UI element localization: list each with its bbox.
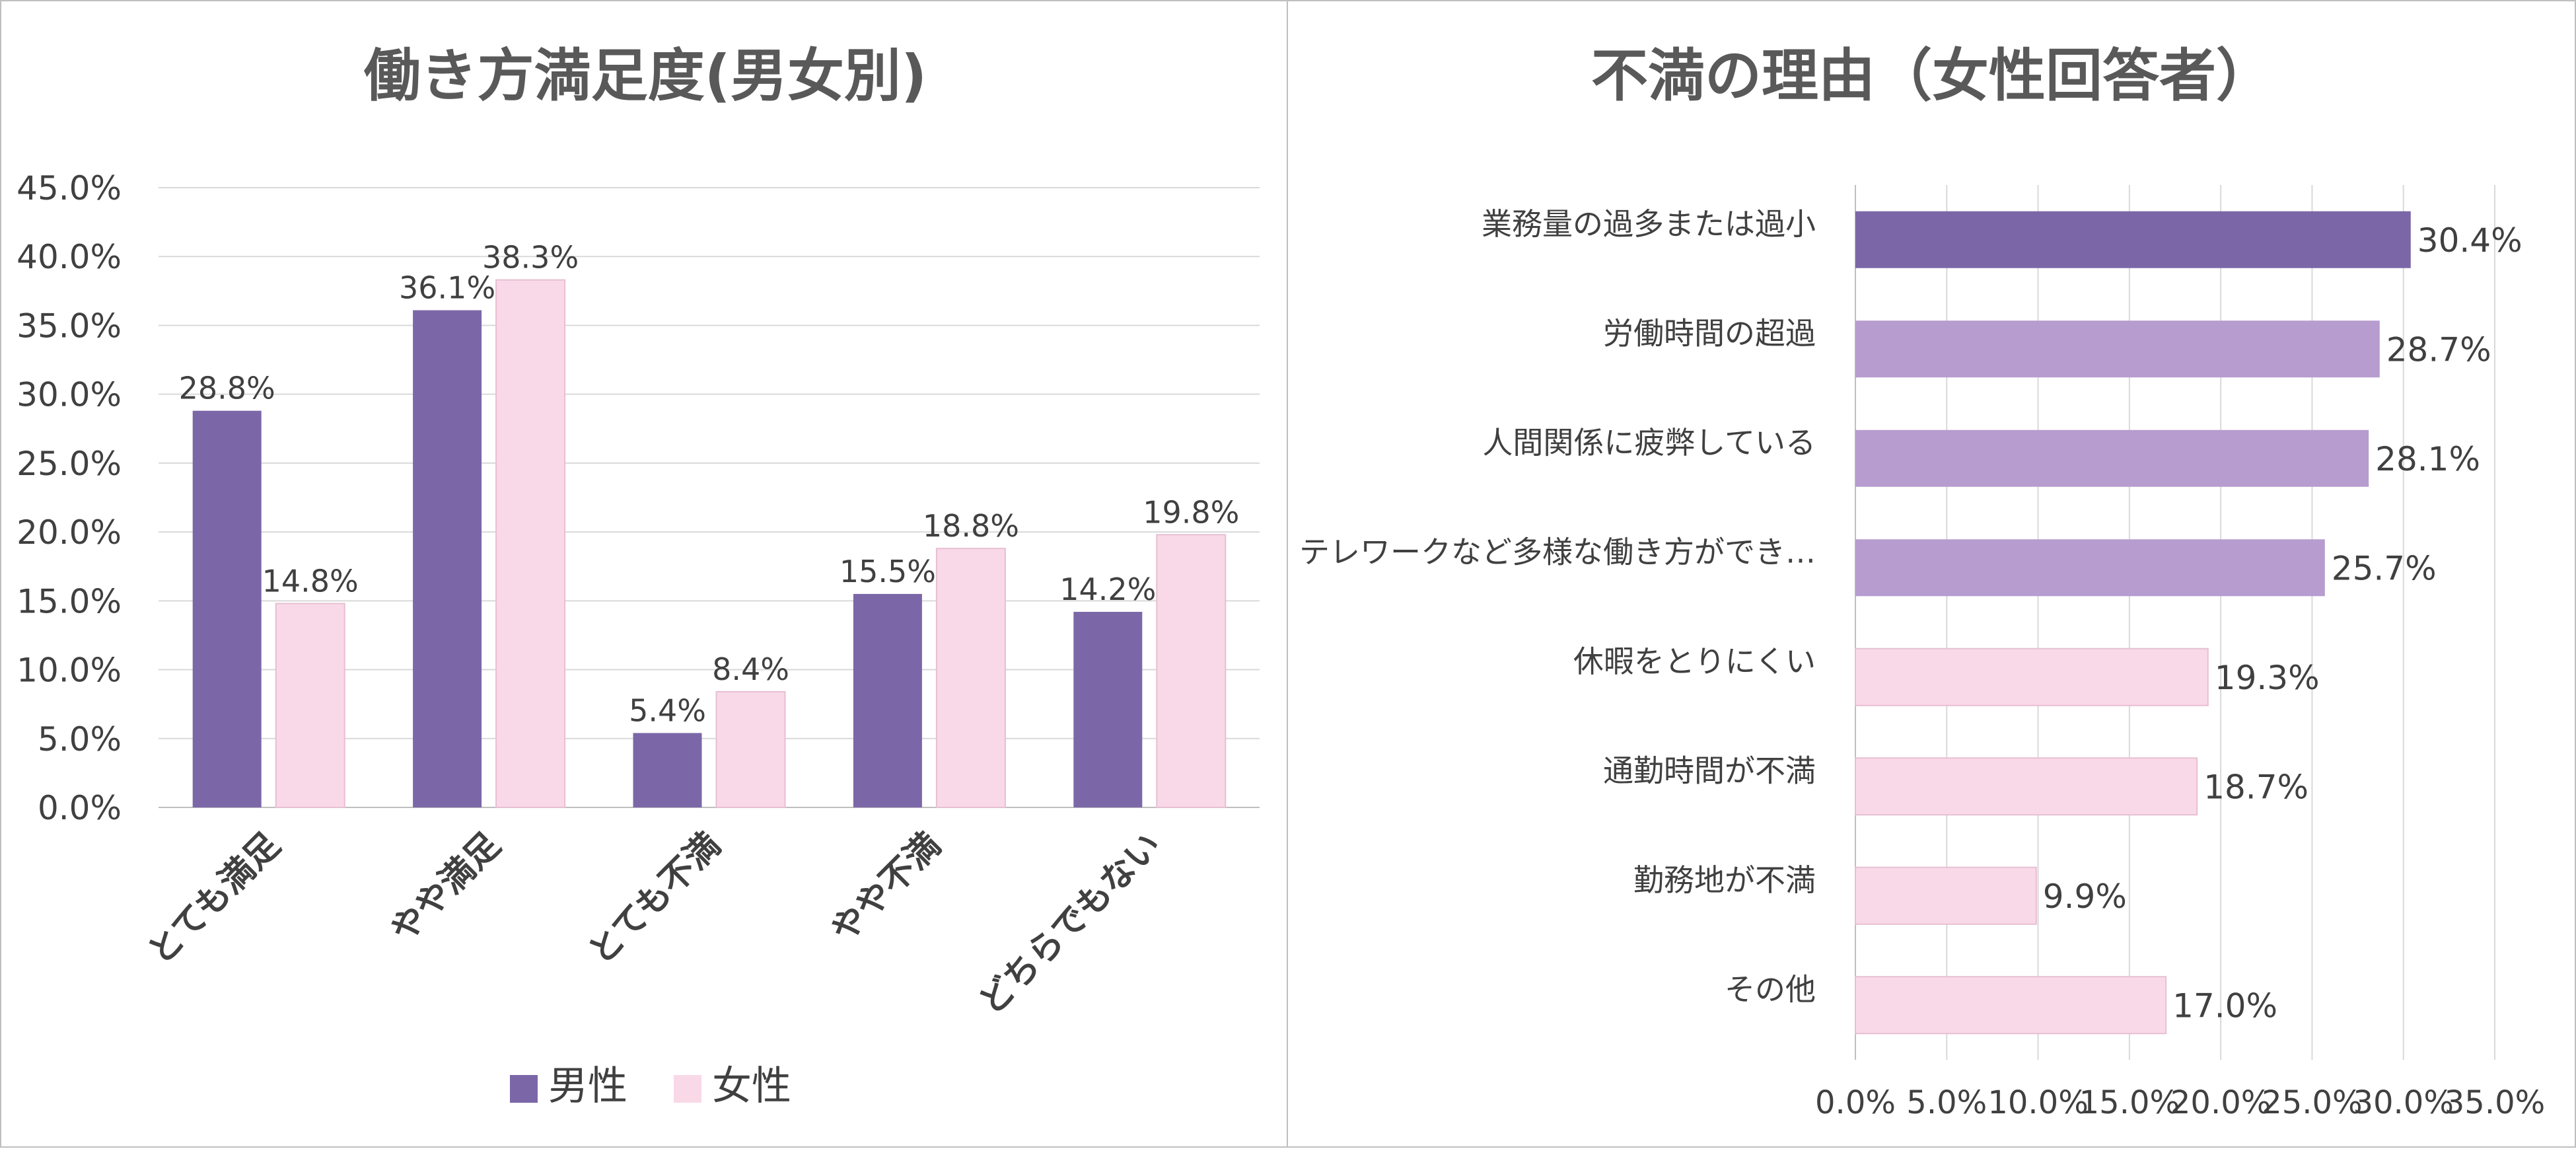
data-label: 14.2%: [1059, 572, 1156, 607]
x-tick-label: 5.0%: [1906, 1084, 1987, 1121]
bar-female-4: [1156, 534, 1227, 809]
category-label: 労働時間の超過: [1603, 315, 1816, 351]
y-tick-label: 30.0%: [17, 376, 122, 414]
data-label: 28.8%: [179, 371, 275, 406]
x-tick-label: 25.0%: [2262, 1084, 2362, 1121]
y-tick-label: 35.0%: [17, 307, 122, 345]
y-tick-label: 5.0%: [38, 720, 122, 759]
data-label: 18.7%: [2203, 768, 2308, 806]
y-tick-label: 25.0%: [17, 445, 122, 483]
bar-male-3: [853, 593, 922, 807]
y-tick-label: 45.0%: [17, 169, 122, 207]
data-label: 17.0%: [2172, 986, 2277, 1025]
category-label: とても不満: [581, 825, 728, 973]
data-label: 8.4%: [712, 651, 789, 687]
x-tick-label: 35.0%: [2445, 1084, 2545, 1121]
y-tick-label: 0.0%: [38, 789, 122, 827]
data-label: 18.8%: [923, 508, 1019, 544]
bar-4: [1855, 648, 2209, 706]
category-label: やや不満: [824, 825, 949, 951]
category-label: 勤務地が不満: [1633, 862, 1816, 898]
bar-1: [1855, 320, 2380, 378]
bar-6: [1855, 866, 2037, 925]
data-label: 30.4%: [2417, 221, 2522, 260]
data-label: 15.5%: [840, 554, 936, 589]
legend-label-male: 男性: [548, 1063, 627, 1109]
dissatisfaction-reasons-chart-panel: 不満の理由（女性回答者） 30.4% 28.7% 28.1% 25.7% 19.3% 18…: [1287, 0, 2576, 1148]
gender-satisfaction-chart: 働き方満足度(男女別) 0.0% 5.0% 10.0% 15.0% 20.0% 25.0%…: [17, 43, 1260, 1109]
data-label: 28.7%: [2386, 330, 2491, 369]
legend-swatch-female: [674, 1075, 701, 1103]
bar-0: [1855, 211, 2411, 268]
category-label: 通勤時間が不満: [1603, 753, 1816, 788]
data-label: 38.3%: [482, 240, 579, 276]
gender-satisfaction-chart-panel: 働き方満足度(男女別) 0.0% 5.0% 10.0% 15.0% 20.0% 25.0%…: [0, 0, 1288, 1148]
bar-female-2: [715, 690, 786, 808]
legend-swatch-male: [510, 1075, 538, 1103]
bar-female-3: [935, 548, 1006, 808]
chart-title: 不満の理由（女性回答者）: [1591, 43, 2273, 109]
chart-title: 働き方満足度(男女別): [364, 43, 927, 109]
bar-5: [1855, 757, 2198, 816]
data-label: 19.8%: [1143, 494, 1239, 530]
category-label: やや満足: [383, 825, 509, 951]
y-tick-label: 40.0%: [17, 238, 122, 276]
data-label: 14.8%: [262, 564, 359, 599]
data-label: 28.1%: [2375, 440, 2480, 478]
bar-male-1: [413, 310, 482, 807]
bar-female-0: [275, 603, 345, 808]
bar-female-1: [495, 279, 566, 808]
category-label: どちらでもない: [972, 825, 1169, 1023]
category-label: テレワークなど多様な働き方ができ…: [1299, 534, 1816, 570]
dissatisfaction-reasons-chart: 不満の理由（女性回答者） 30.4% 28.7% 28.1% 25.7% 19.3% 18…: [1299, 43, 2545, 1121]
x-tick-label: 30.0%: [2353, 1084, 2453, 1121]
bar-male-4: [1073, 612, 1143, 807]
data-label: 25.7%: [2332, 549, 2437, 587]
category-label: 業務量の過多または過小: [1482, 206, 1816, 242]
category-label: 休暇をとりにくい: [1573, 644, 1816, 679]
y-tick-label: 10.0%: [17, 651, 122, 690]
bar-3: [1855, 539, 2325, 597]
data-label: 9.9%: [2043, 877, 2127, 916]
category-label: とても満足: [141, 825, 288, 973]
category-label: その他: [1725, 971, 1816, 1007]
data-label: 19.3%: [2215, 659, 2320, 697]
legend-label-female: 女性: [712, 1063, 791, 1109]
bar-male-0: [192, 410, 262, 807]
chart-legend: 男性 女性: [510, 1063, 791, 1109]
y-tick-label: 15.0%: [17, 582, 122, 620]
data-label: 5.4%: [629, 692, 706, 728]
bar-male-2: [633, 733, 702, 807]
x-tick-label: 20.0%: [2170, 1084, 2271, 1121]
x-tick-label: 15.0%: [2079, 1084, 2180, 1121]
category-label: 人間関係に疲弊している: [1482, 425, 1816, 461]
bar-7: [1855, 976, 2167, 1035]
data-label: 36.1%: [399, 270, 495, 306]
bar-2: [1855, 429, 2369, 487]
x-tick-label: 10.0%: [1987, 1084, 2088, 1121]
y-tick-label: 20.0%: [17, 513, 122, 552]
x-tick-label: 0.0%: [1815, 1084, 1896, 1121]
